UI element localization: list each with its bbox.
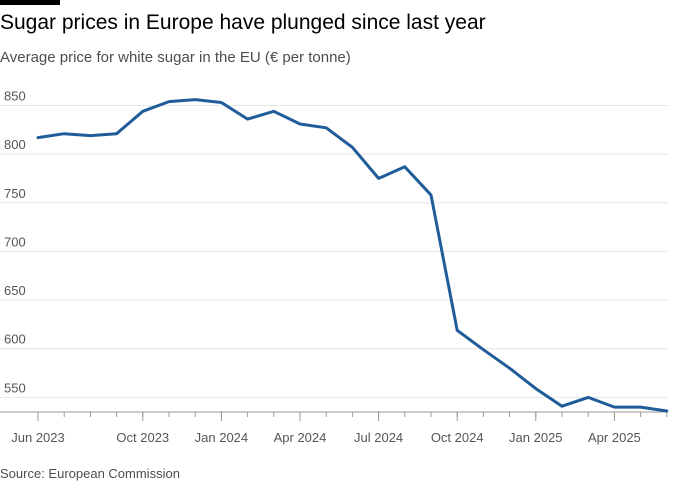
- series-layer: [36, 98, 669, 413]
- x-tick-label: Oct 2024: [431, 430, 484, 445]
- x-tick-label: Oct 2023: [116, 430, 169, 445]
- axis-layer: [0, 411, 668, 421]
- series-line: [36, 98, 669, 413]
- grid-layer: [0, 104, 668, 398]
- y-tick-label: 800: [4, 137, 26, 152]
- chart-subtitle: Average price for white sugar in the EU …: [0, 49, 351, 66]
- x-tick-label: Jul 2024: [354, 430, 403, 445]
- y-tick-label: 600: [4, 332, 26, 347]
- y-tick-label: 850: [4, 88, 26, 103]
- label-layer: 550 600 650 700 750 800 850 Jun 2023 Oct 2023 Jan…: [4, 88, 641, 445]
- source-note: Source: European Commission: [0, 466, 180, 481]
- top-accent-bar: [0, 0, 60, 5]
- y-tick-label: 700: [4, 234, 26, 249]
- x-tick-label: Jan 2024: [195, 430, 249, 445]
- x-tick-label: Apr 2025: [588, 430, 641, 445]
- y-tick-label: 650: [4, 283, 26, 298]
- chart-title: Sugar prices in Europe have plunged sinc…: [0, 11, 486, 34]
- x-tick-label: Jan 2025: [509, 430, 563, 445]
- x-tick-label: Jun 2023: [11, 430, 65, 445]
- y-tick-label: 750: [4, 186, 26, 201]
- x-tick-label: Apr 2024: [274, 430, 327, 445]
- y-tick-label: 550: [4, 380, 26, 395]
